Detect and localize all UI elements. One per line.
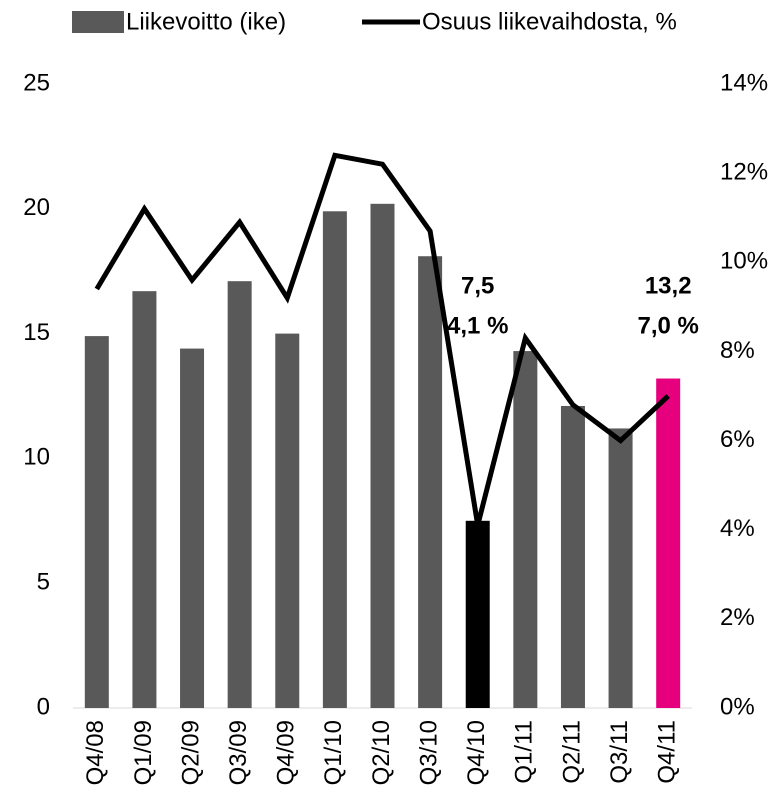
legend-label: Osuus liikevaihdosta, %	[422, 8, 677, 35]
legend-label: Liikevoitto (ike)	[126, 8, 286, 35]
x-tick-label: Q2/11	[558, 720, 585, 784]
bar	[132, 291, 157, 708]
bar-value-label: 13,2	[645, 272, 692, 299]
x-tick-label: Q4/09	[273, 720, 300, 785]
y-tick-label: 10	[23, 444, 50, 471]
bar	[608, 428, 633, 708]
y2-tick-label: 4%	[720, 515, 755, 542]
bar	[656, 378, 681, 708]
bar	[322, 211, 347, 708]
bar	[275, 333, 300, 708]
y2-tick-label: 10%	[720, 248, 768, 275]
x-tick-label: Q3/11	[606, 720, 633, 784]
x-tick-label: Q4/10	[463, 720, 490, 785]
x-tick-label: Q3/10	[415, 720, 442, 785]
y2-tick-label: 6%	[720, 426, 755, 453]
x-tick-label: Q2/10	[368, 720, 395, 785]
x-tick-label: Q1/09	[130, 720, 157, 785]
bar	[560, 405, 585, 708]
y2-tick-label: 14%	[720, 69, 768, 96]
bar	[418, 256, 443, 708]
bar	[84, 336, 109, 708]
bar	[180, 348, 205, 708]
bar	[513, 351, 538, 708]
x-tick-label: Q4/11	[654, 720, 681, 784]
legend-swatch	[72, 11, 124, 33]
y-tick-label: 20	[23, 194, 50, 221]
y2-tick-label: 12%	[720, 158, 768, 185]
x-tick-label: Q2/09	[177, 720, 204, 785]
x-tick-label: Q1/11	[511, 720, 538, 784]
line	[94, 152, 670, 526]
line-value-label: 4,1 %	[447, 312, 508, 339]
x-tick-label: Q3/09	[225, 720, 252, 785]
y-tick-label: 0	[37, 693, 50, 720]
y-tick-label: 15	[23, 319, 50, 346]
y2-tick-label: 0%	[720, 693, 755, 720]
y2-tick-label: 2%	[720, 604, 755, 631]
x-tick-label: Q4/08	[82, 720, 109, 785]
line-value-label: 7,0 %	[638, 312, 699, 339]
y-tick-label: 25	[23, 69, 50, 96]
x-tick-label: Q1/10	[320, 720, 347, 785]
bar	[370, 203, 395, 709]
bar	[465, 520, 490, 708]
y-tick-label: 5	[37, 569, 50, 596]
bar	[227, 281, 252, 708]
y2-tick-label: 8%	[720, 337, 755, 364]
bar-value-label: 7,5	[461, 272, 494, 299]
